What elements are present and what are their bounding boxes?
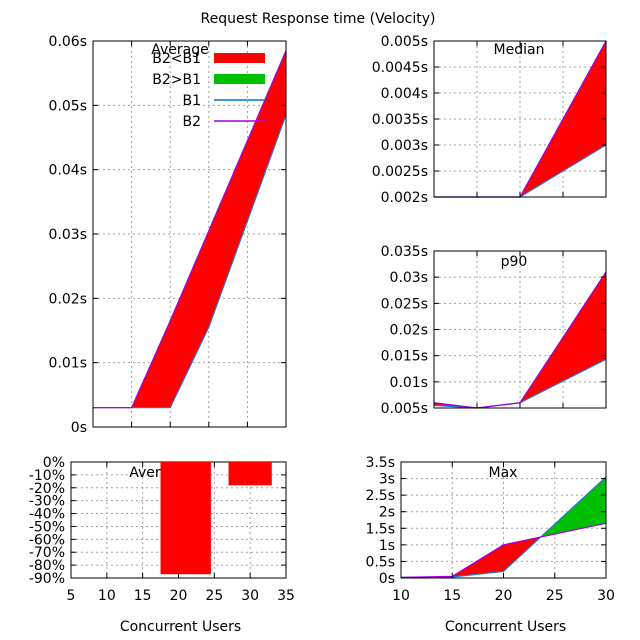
panel-title: Max xyxy=(489,465,518,481)
legend: B2<B1 B2>B1 B1 B2 xyxy=(152,51,265,130)
y-tick-label: 3.5s xyxy=(365,455,395,471)
x-axis-label: Concurrent Users xyxy=(120,619,241,635)
x-tick-label: 30 xyxy=(241,588,259,604)
x-tick-label: 10 xyxy=(98,588,116,604)
figure-title: Request Response time (Velocity) xyxy=(201,11,436,27)
x-tick-label: 5 xyxy=(67,588,76,604)
legend-label: B2>B1 xyxy=(152,72,201,88)
x-tick-label: 15 xyxy=(443,588,461,604)
panel-median: 0.002s 0.0025s 0.003s 0.0035s 0.004s 0.0045s 0… xyxy=(372,34,607,206)
panel-average-diff: 0%-10%-20%-30%-40%-50%-60%-70%-80%-90%5 1… xyxy=(29,455,295,635)
y-tick-label: -60% xyxy=(29,532,65,548)
panel-title: Median xyxy=(494,42,545,58)
y-tick-label: -80% xyxy=(29,558,65,574)
x-tick-label: 10 xyxy=(392,588,410,604)
y-tick-label: 0.06s xyxy=(49,34,87,50)
y-tick-label: 1s xyxy=(379,538,395,554)
x-tick-label: 25 xyxy=(205,588,223,604)
x-tick-label: 20 xyxy=(170,588,188,604)
bar-overlay xyxy=(160,462,211,575)
y-tick-label: 0.0035s xyxy=(372,112,428,128)
series-line-b2 xyxy=(93,50,287,409)
area-fill xyxy=(208,140,248,328)
y-tick-label: 3s xyxy=(379,472,395,488)
y-tick-label: 0.5s xyxy=(365,554,395,570)
y-tick-label: 1.5s xyxy=(365,521,395,537)
legend-label: B2 xyxy=(182,114,201,130)
y-tick-label: -10% xyxy=(29,468,65,484)
y-tick-label: 0.03s xyxy=(390,270,428,286)
y-tick-label: 0.01s xyxy=(49,356,87,372)
legend-label: B2<B1 xyxy=(152,51,201,67)
y-tick-label: -40% xyxy=(29,507,65,523)
y-tick-label: 0.035s xyxy=(381,244,428,260)
y-tick-label: -30% xyxy=(29,494,65,510)
panel-title: p90 xyxy=(501,254,528,270)
y-tick-label: 0.005s xyxy=(381,401,428,417)
x-axis-label: Concurrent Users xyxy=(445,619,566,635)
y-tick-label: 0s xyxy=(379,571,395,587)
y-tick-label: 0.015s xyxy=(381,349,428,365)
x-tick-label: 30 xyxy=(597,588,615,604)
y-tick-label: 0.02s xyxy=(49,291,87,307)
bar-overlay xyxy=(228,462,272,486)
x-tick-label: 35 xyxy=(277,588,295,604)
panel-p90: 0.005s 0.01s 0.015s 0.02s 0.025s 0.03s 0.035s p… xyxy=(381,244,607,417)
y-tick-label: 0.004s xyxy=(381,86,428,102)
y-tick-label: -20% xyxy=(29,481,65,497)
y-tick-label: -50% xyxy=(29,519,65,535)
y-tick-label: 0.005s xyxy=(381,34,428,50)
y-tick-label: 0.03s xyxy=(49,227,87,243)
y-tick-label: 0.0025s xyxy=(372,164,428,180)
x-tick-label: 25 xyxy=(546,588,564,604)
panel-average: 0s 0.01s 0.02s 0.03s 0.04s 0.05s 0.06s Average xyxy=(49,34,287,436)
series-line-b2 xyxy=(433,271,607,409)
y-tick-label: -70% xyxy=(29,545,65,561)
panel-title: Average xyxy=(151,42,209,58)
y-tick-label: 0.05s xyxy=(49,98,87,114)
series-line-b2 xyxy=(400,522,607,578)
y-tick-label: 0.003s xyxy=(381,138,428,154)
legend-swatch xyxy=(214,53,265,63)
y-tick-label: 0.04s xyxy=(49,163,87,179)
legend-label: B1 xyxy=(182,93,201,109)
x-tick-label: 15 xyxy=(134,588,152,604)
y-tick-label: 2s xyxy=(379,505,395,521)
x-tick-label: 20 xyxy=(495,588,513,604)
y-tick-label: 0.002s xyxy=(381,190,428,206)
y-tick-label: 0% xyxy=(43,455,65,471)
area-fill xyxy=(169,230,210,408)
y-tick-label: 0.01s xyxy=(390,375,428,391)
y-tick-label: 0s xyxy=(71,420,87,436)
y-tick-label: -90% xyxy=(29,571,65,587)
y-tick-label: 0.02s xyxy=(390,323,428,339)
y-tick-label: 0.0045s xyxy=(372,60,428,76)
y-tick-label: 0.025s xyxy=(381,296,428,312)
y-tick-label: 2.5s xyxy=(365,488,395,504)
legend-swatch xyxy=(214,74,265,84)
